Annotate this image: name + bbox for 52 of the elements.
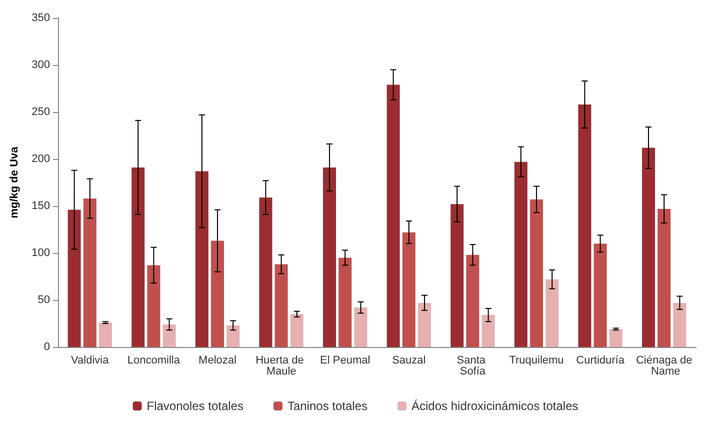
legend-label: Taninos totales (287, 399, 368, 413)
bar (450, 204, 464, 347)
x-tick-label: Curtiduría (576, 354, 626, 366)
bar (226, 325, 240, 347)
bar (99, 322, 112, 347)
y-tick-label: 300 (32, 59, 50, 71)
bar (323, 167, 336, 347)
x-tick-label: Huerta de Maule (256, 354, 307, 378)
bar (162, 324, 176, 347)
bar (211, 240, 224, 347)
legend-label: Ácidos hidroxicinámicos totales (412, 399, 578, 413)
bar (402, 232, 416, 347)
bar (386, 84, 400, 347)
legend-label: Flavonoles totales (146, 399, 244, 413)
bar (673, 302, 686, 347)
bar (147, 265, 160, 347)
y-tick-label: 350 (32, 12, 50, 24)
bar (338, 258, 352, 347)
x-tick-label: Melozal (198, 354, 236, 366)
bar (290, 314, 304, 347)
bar (546, 279, 559, 347)
x-tick-label: Ciénaga de Name (636, 354, 692, 378)
x-tick-label: Sauzal (392, 354, 426, 366)
bar (418, 302, 431, 347)
x-tick-label: Valdivia (71, 354, 110, 366)
bar (274, 264, 288, 347)
bar (578, 104, 592, 347)
bar (482, 315, 495, 347)
bar (83, 198, 96, 347)
y-tick-label: 250 (32, 106, 50, 118)
bar (642, 148, 655, 347)
bar (259, 198, 272, 347)
bar (195, 171, 208, 347)
y-tick-label: 100 (32, 247, 50, 259)
bar (514, 162, 528, 347)
y-tick-label: 150 (32, 200, 50, 212)
bar (658, 208, 671, 347)
bar (68, 210, 81, 347)
y-axis-title: mg/kg de Uva (8, 146, 20, 218)
x-tick-label: Truquilemu (509, 354, 564, 366)
y-tick-label: 0 (44, 341, 50, 353)
y-tick-label: 50 (38, 294, 50, 306)
bar (594, 244, 607, 347)
x-tick-label: Santa Sofía (456, 354, 489, 378)
bar (354, 308, 368, 347)
bar (466, 254, 480, 347)
bar (609, 329, 622, 347)
x-tick-label: Loncomilla (127, 354, 181, 366)
bar (530, 199, 543, 347)
bar (132, 167, 145, 347)
x-tick-label: El Peumal (320, 354, 370, 366)
y-tick-label: 200 (32, 153, 50, 165)
